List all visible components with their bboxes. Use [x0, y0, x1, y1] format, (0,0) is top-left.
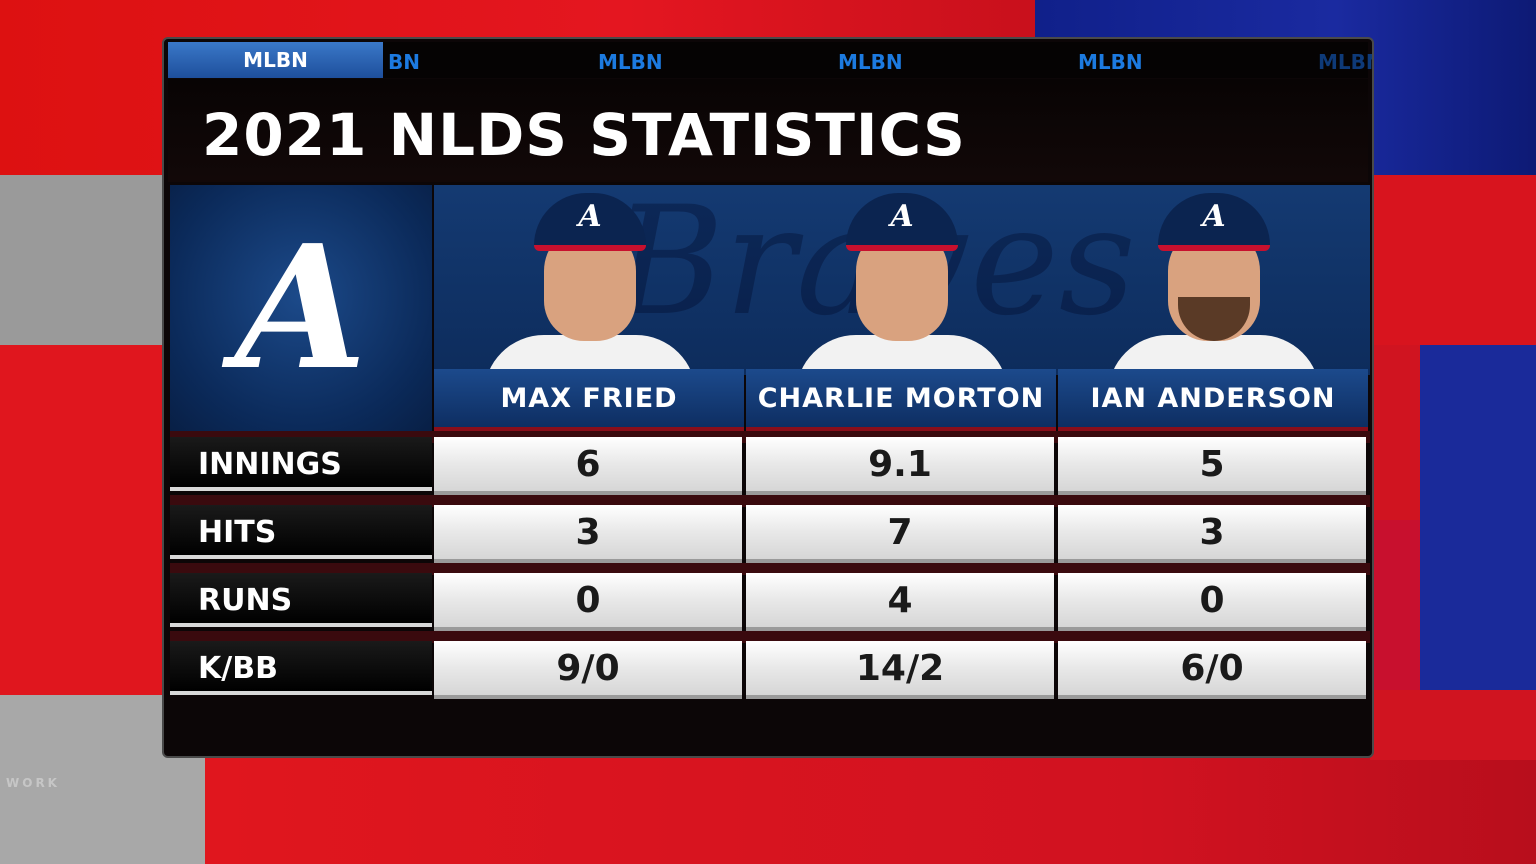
player-name: MAX FRIED: [434, 369, 744, 431]
ticker-item: MLBN: [838, 50, 903, 74]
jersey: [796, 335, 1008, 375]
stat-row-runs: RUNS 0 4 0: [170, 573, 1370, 631]
player-names: MAX FRIED CHARLIE MORTON IAN ANDERSON: [434, 369, 1370, 431]
cap-icon: A: [534, 193, 646, 251]
ticker-active-logo: MLBN: [168, 42, 383, 78]
stat-label: HITS: [170, 505, 432, 559]
player-name: IAN ANDERSON: [1058, 369, 1368, 431]
background-block: [1370, 345, 1422, 520]
jersey: [484, 335, 696, 375]
row-divider: [170, 631, 1370, 643]
stat-value: 0: [1058, 573, 1366, 631]
stat-value: 4: [746, 573, 1054, 631]
stat-value: 0: [434, 573, 742, 631]
background-block: [0, 175, 170, 345]
player-photo: A: [746, 185, 1058, 375]
stat-row-k-bb: K/BB 9/0 14/2 6/0: [170, 641, 1370, 699]
ticker-item: BN: [388, 50, 420, 74]
stat-row-innings: INNINGS 6 9.1 5: [170, 437, 1370, 495]
ticker-item: MLBN: [598, 50, 663, 74]
cap-icon: A: [846, 193, 958, 251]
row-divider: [170, 495, 1370, 507]
ticker-item: MLBN: [1078, 50, 1143, 74]
stat-value: 14/2: [746, 641, 1054, 699]
player-photo: A: [434, 185, 746, 375]
stat-value: 3: [434, 505, 742, 563]
page-title: 2021 NLDS STATISTICS: [202, 101, 966, 169]
ticker-item: MLBN: [1318, 50, 1372, 74]
background-block: [1370, 175, 1536, 350]
braves-logo-icon: A: [235, 208, 367, 408]
network-ticker: MLBN BN MLBN MLBN MLBN MLBN: [168, 42, 1372, 78]
stat-value: 5: [1058, 437, 1366, 495]
background-text: WORK: [6, 776, 60, 790]
stat-value: 9.1: [746, 437, 1054, 495]
jersey: [1108, 335, 1320, 375]
title-bar: 2021 NLDS STATISTICS: [168, 79, 1368, 182]
row-divider: [170, 563, 1370, 575]
stats-panel: MLBN BN MLBN MLBN MLBN MLBN 2021 NLDS ST…: [162, 37, 1374, 758]
stat-label: K/BB: [170, 641, 432, 695]
stat-value: 7: [746, 505, 1054, 563]
stat-value: 3: [1058, 505, 1366, 563]
player-photo: A: [1058, 185, 1370, 375]
stat-label: RUNS: [170, 573, 432, 627]
background-block: [205, 755, 1536, 864]
team-logo-box: A: [170, 185, 432, 431]
background-block: [0, 345, 170, 695]
stat-value: 6: [434, 437, 742, 495]
player-name: CHARLIE MORTON: [746, 369, 1056, 431]
background-block: [1420, 345, 1536, 695]
background-block: [1370, 690, 1536, 760]
stat-value: 9/0: [434, 641, 742, 699]
stat-value: 6/0: [1058, 641, 1366, 699]
stat-label: INNINGS: [170, 437, 432, 491]
player-photos: Braves A A A: [434, 185, 1370, 375]
stat-row-hits: HITS 3 7 3: [170, 505, 1370, 563]
cap-icon: A: [1158, 193, 1270, 251]
